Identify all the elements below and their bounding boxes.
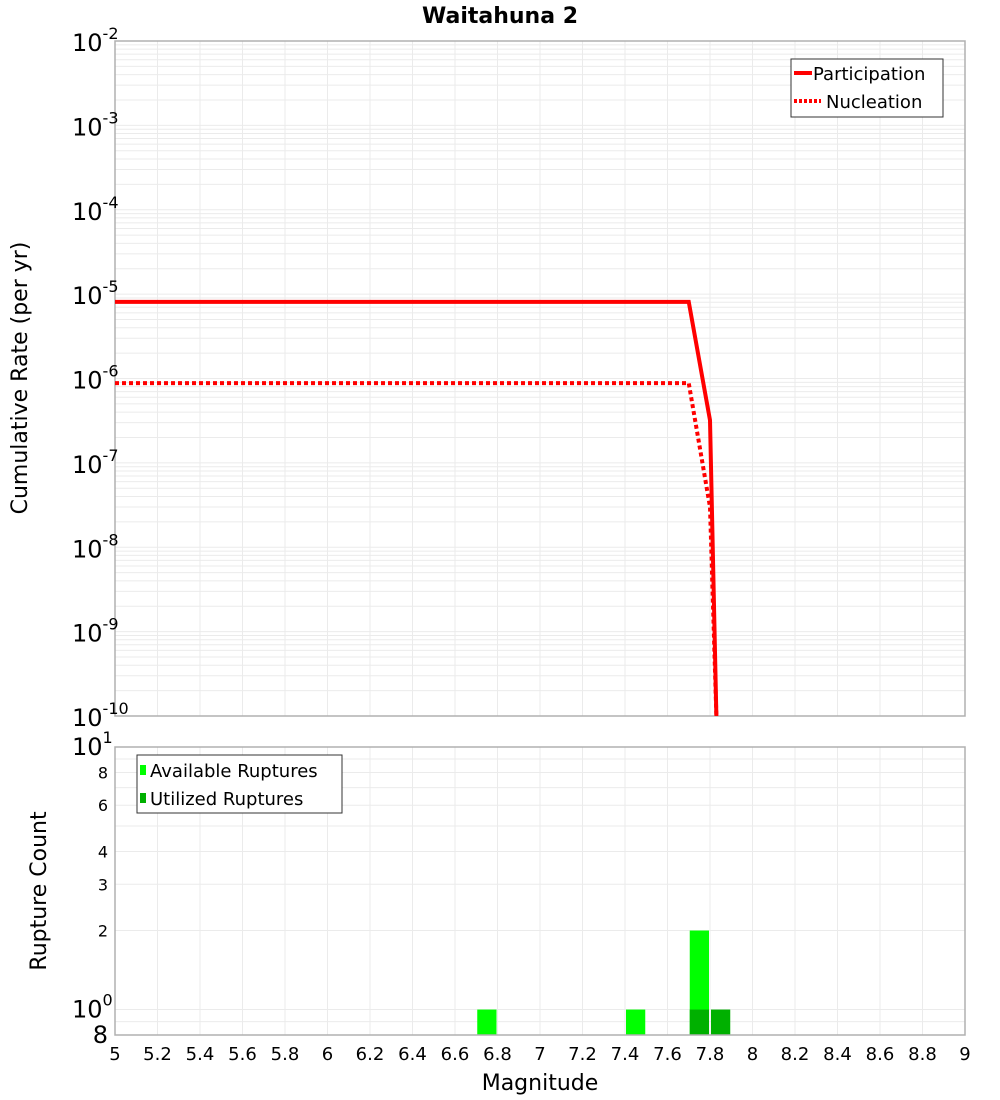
svg-text:7.8: 7.8 xyxy=(696,1044,725,1065)
participation-line xyxy=(115,299,719,717)
legend-available-swatch-icon xyxy=(140,765,146,775)
svg-text:10-9: 10-9 xyxy=(72,615,119,648)
svg-text:10-4: 10-4 xyxy=(72,193,119,226)
svg-text:6.8: 6.8 xyxy=(483,1044,512,1065)
svg-text:10-10: 10-10 xyxy=(72,699,129,732)
svg-text:10-8: 10-8 xyxy=(72,530,119,563)
bottom-plot-frame xyxy=(114,746,966,1036)
top-y-axis-ticks: 10-2 10-3 10-4 10-5 10-6 10-7 10-8 10-9 10-10 xyxy=(72,24,129,732)
svg-text:10-6: 10-6 xyxy=(72,362,119,395)
bottom-legend: Available Ruptures Utilized Ruptures xyxy=(136,754,343,814)
svg-text:8: 8 xyxy=(93,1021,108,1049)
svg-text:8: 8 xyxy=(98,763,108,782)
svg-text:8.6: 8.6 xyxy=(866,1044,895,1065)
svg-text:5.4: 5.4 xyxy=(186,1044,215,1065)
legend-utilized-swatch-icon xyxy=(140,793,146,803)
svg-text:6.2: 6.2 xyxy=(356,1044,385,1065)
svg-text:8.4: 8.4 xyxy=(823,1044,852,1065)
chart-title: Waitahuna 2 xyxy=(422,4,578,29)
svg-text:100: 100 xyxy=(72,991,113,1024)
svg-text:2: 2 xyxy=(98,922,108,941)
bar xyxy=(689,1009,709,1035)
svg-text:10-5: 10-5 xyxy=(72,277,119,310)
svg-text:9: 9 xyxy=(959,1044,970,1065)
bar xyxy=(626,1009,646,1035)
bar xyxy=(477,1009,497,1035)
svg-text:7.2: 7.2 xyxy=(568,1044,597,1065)
svg-text:5.8: 5.8 xyxy=(271,1044,300,1065)
svg-text:8.8: 8.8 xyxy=(908,1044,937,1065)
svg-text:4: 4 xyxy=(98,842,108,861)
bar xyxy=(689,930,709,1035)
bar xyxy=(711,1009,731,1035)
svg-text:6: 6 xyxy=(322,1044,333,1065)
top-plot-grid xyxy=(114,41,966,717)
svg-text:6.6: 6.6 xyxy=(441,1044,470,1065)
svg-text:10-3: 10-3 xyxy=(72,108,119,141)
legend-participation: Participation xyxy=(813,64,925,85)
legend-available: Available Ruptures xyxy=(150,761,318,782)
legend-nucleation: Nucleation xyxy=(826,92,922,113)
bottom-plot-bars xyxy=(477,930,731,1035)
svg-text:7.4: 7.4 xyxy=(611,1044,640,1065)
svg-text:7: 7 xyxy=(534,1044,545,1065)
top-legend: Participation Nucleation xyxy=(790,58,944,118)
x-axis-label: Magnitude xyxy=(482,1071,599,1096)
svg-text:3: 3 xyxy=(98,875,108,894)
top-y-axis-label: Cumulative Rate (per yr) xyxy=(8,242,33,515)
top-plot-lines xyxy=(115,299,719,717)
svg-text:5: 5 xyxy=(109,1044,120,1065)
svg-text:10-7: 10-7 xyxy=(72,446,119,479)
nucleation-line xyxy=(115,381,719,717)
bottom-y-axis-label: Rupture Count xyxy=(27,811,52,971)
svg-text:6.4: 6.4 xyxy=(398,1044,427,1065)
svg-text:6: 6 xyxy=(98,796,108,815)
top-plot-frame xyxy=(114,40,966,717)
svg-text:7.6: 7.6 xyxy=(653,1044,682,1065)
svg-text:5.6: 5.6 xyxy=(228,1044,257,1065)
svg-text:101: 101 xyxy=(72,728,113,761)
svg-text:5.2: 5.2 xyxy=(143,1044,172,1065)
x-axis-ticks: 5 5.2 5.4 5.6 5.8 6 6.2 6.4 6.6 6.8 7 7.2 7.4 7.6 7.8 8… xyxy=(109,1044,970,1065)
legend-utilized: Utilized Ruptures xyxy=(150,789,303,810)
svg-text:10-2: 10-2 xyxy=(72,24,119,57)
svg-text:8.2: 8.2 xyxy=(781,1044,810,1065)
svg-text:8: 8 xyxy=(747,1044,758,1065)
